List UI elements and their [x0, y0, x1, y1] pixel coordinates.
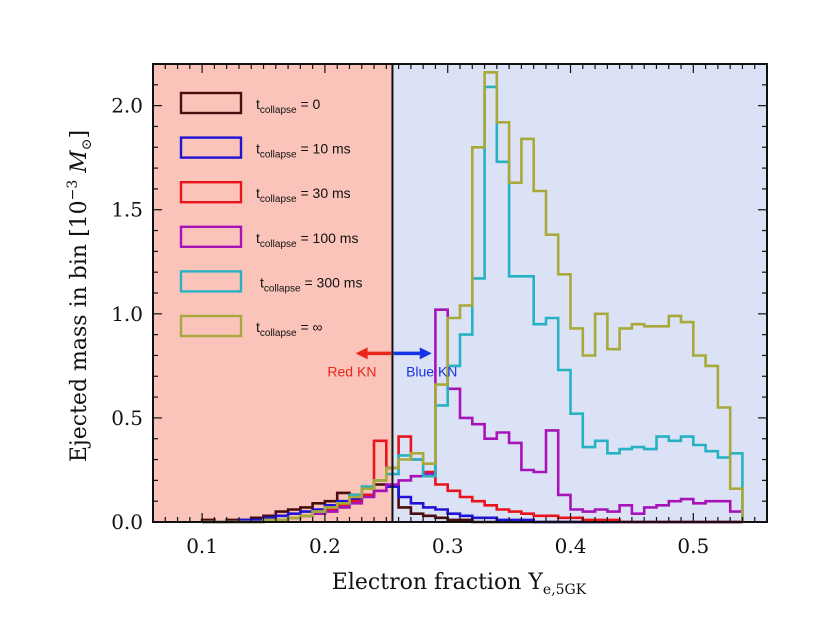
legend: tcollapse = 0 tcollapse = 10 ms tcollapse … [179, 91, 362, 339]
kn-annotations: Red KN Blue KN [327, 347, 457, 379]
x-tick-label: 0.3 [432, 534, 464, 558]
series-line-5 [202, 71, 744, 524]
legend-swatch-1 [179, 136, 243, 159]
y-tick-label: 2.0 [111, 94, 143, 118]
x-tick-label: 0.1 [186, 534, 218, 558]
x-axis-title: Electron fraction Ye,5GK [332, 570, 587, 598]
legend-label-1: tcollapse = 10 ms [256, 141, 351, 161]
y-axis-title: Ejected mass in bin [10−3 M⊙] [65, 130, 95, 462]
legend-swatch-4 [179, 270, 243, 293]
y-tick-label: 1.0 [111, 302, 143, 326]
y-tick-label: 0.0 [111, 510, 143, 534]
kilonova-regions [153, 64, 767, 522]
legend-label-3: tcollapse = 100 ms [256, 230, 358, 250]
y-tick-label: 0.5 [111, 406, 143, 430]
blue-region [392, 64, 767, 522]
legend-label-0: tcollapse = 0 [256, 96, 321, 116]
x-tick-label: 0.2 [309, 534, 341, 558]
blue-kn-label: Blue KN [406, 363, 457, 379]
red-kn-arrow-head [355, 347, 368, 360]
blue-kn-arrow-head [419, 347, 432, 360]
axis-ticks [153, 63, 768, 523]
red-kn-label: Red KN [327, 363, 376, 379]
axis-tick-labels: 0.1 0.2 0.3 0.4 0.5 0.0 0.5 1.0 1.5 2.0 [111, 94, 709, 558]
red-region [153, 64, 393, 522]
histogram-series [200, 71, 744, 524]
legend-swatch-2 [179, 180, 243, 204]
y-tick-label: 1.5 [111, 198, 143, 222]
x-tick-label: 0.5 [677, 534, 709, 558]
x-tick-label: 0.4 [555, 534, 587, 558]
series-line-3 [202, 308, 744, 524]
legend-swatch-0 [179, 91, 243, 115]
legend-swatch-5 [179, 314, 243, 338]
legend-label-4: tcollapse = 300 ms [260, 274, 362, 294]
legend-label-2: tcollapse = 30 ms [256, 185, 351, 205]
legend-swatch-3 [179, 225, 243, 249]
legend-label-5: tcollapse = ∞ [256, 319, 323, 339]
